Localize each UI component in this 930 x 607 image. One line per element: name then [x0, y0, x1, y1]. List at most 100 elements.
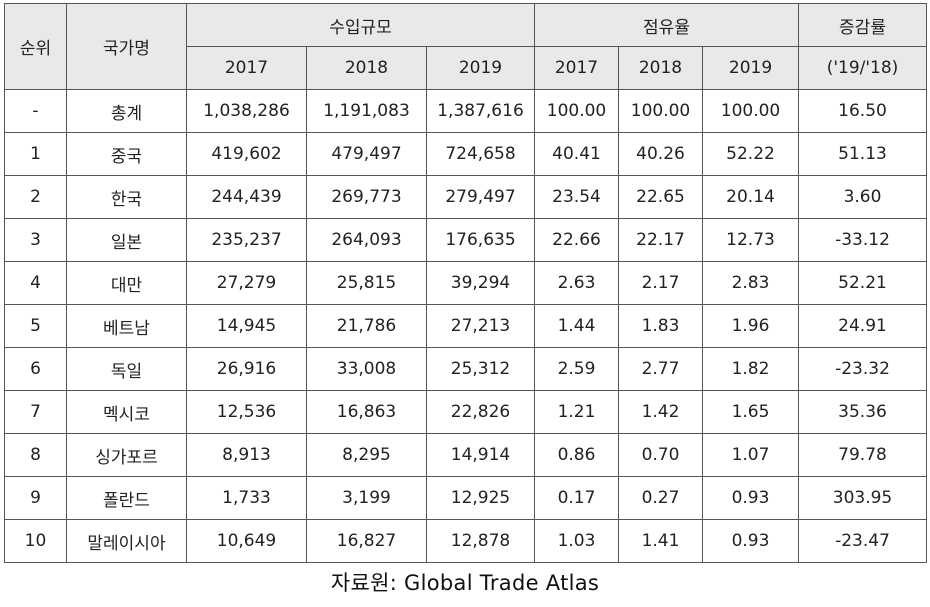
country-cell: 총계 [66, 89, 187, 133]
share-cell: 100.00 [618, 89, 703, 133]
import-cell: 264,093 [306, 218, 427, 262]
share-cell: 2.83 [701, 261, 800, 305]
table-row: 1 중국 419,602 479,497 724,658 40.41 40.26 52.22 5… [4, 132, 928, 176]
import-cell: 12,878 [426, 519, 535, 563]
country-cell: 일본 [66, 218, 187, 262]
country-cell: 한국 [66, 175, 187, 219]
share-cell: 2.59 [534, 347, 619, 391]
country-cell: 중국 [66, 132, 187, 176]
table-row: 4 대만 27,279 25,815 39,294 2.63 2.17 2.83 52.21 [4, 261, 928, 305]
rank-cell: 1 [4, 132, 67, 176]
import-cell: 8,913 [186, 433, 307, 477]
share-cell: 1.21 [534, 390, 619, 434]
header-share-year: 2019 [701, 46, 800, 90]
change-cell: -23.32 [798, 347, 928, 391]
header-change-period: ('19/'18) [798, 46, 928, 90]
import-cell: 14,945 [186, 304, 307, 348]
import-cell: 27,213 [426, 304, 535, 348]
change-cell: 79.78 [798, 433, 928, 477]
country-cell: 대만 [66, 261, 187, 305]
table-row: 10 말레이시아 10,649 16,827 12,878 1.03 1.41 0.93 -23… [4, 519, 928, 563]
header-share-year: 2017 [534, 46, 619, 90]
source-note: 자료원: Global Trade Atlas [330, 571, 600, 595]
share-cell: 1.41 [618, 519, 703, 563]
share-cell: 100.00 [701, 89, 800, 133]
import-cell: 1,038,286 [186, 89, 307, 133]
import-share-table: 순위 국가명 수입규모 점유율 증감률 2017 2018 2019 2017 … [4, 3, 928, 563]
share-cell: 40.41 [534, 132, 619, 176]
share-cell: 0.27 [618, 476, 703, 520]
rank-cell: 9 [4, 476, 67, 520]
share-cell: 1.82 [701, 347, 800, 391]
share-cell: 12.73 [701, 218, 800, 262]
share-cell: 2.17 [618, 261, 703, 305]
import-cell: 419,602 [186, 132, 307, 176]
rank-cell: 6 [4, 347, 67, 391]
table-row: 5 베트남 14,945 21,786 27,213 1.44 1.83 1.96 24.91 [4, 304, 928, 348]
import-cell: 33,008 [306, 347, 427, 391]
change-cell: 303.95 [798, 476, 928, 520]
share-cell: 1.96 [701, 304, 800, 348]
change-cell: -33.12 [798, 218, 928, 262]
header-import-year: 2018 [306, 46, 427, 90]
share-cell: 20.14 [701, 175, 800, 219]
header-share-year: 2018 [618, 46, 703, 90]
import-cell: 27,279 [186, 261, 307, 305]
country-cell: 멕시코 [66, 390, 187, 434]
share-cell: 52.22 [701, 132, 800, 176]
country-cell: 싱가포르 [66, 433, 187, 477]
share-cell: 22.66 [534, 218, 619, 262]
import-cell: 235,237 [186, 218, 307, 262]
import-cell: 16,827 [306, 519, 427, 563]
rank-cell: 10 [4, 519, 67, 563]
change-cell: -23.47 [798, 519, 928, 563]
rank-cell: 4 [4, 261, 67, 305]
change-cell: 3.60 [798, 175, 928, 219]
header-share: 점유율 [533, 3, 800, 47]
rank-cell: 8 [4, 433, 67, 477]
country-cell: 독일 [66, 347, 187, 391]
share-cell: 1.83 [618, 304, 703, 348]
import-cell: 244,439 [186, 175, 307, 219]
import-cell: 22,826 [426, 390, 535, 434]
change-cell: 24.91 [798, 304, 928, 348]
share-cell: 1.42 [618, 390, 703, 434]
share-cell: 0.93 [701, 519, 800, 563]
table-row: 9 폴란드 1,733 3,199 12,925 0.17 0.27 0.93 303.95 [4, 476, 928, 520]
import-cell: 176,635 [426, 218, 535, 262]
table-row: 3 일본 235,237 264,093 176,635 22.66 22.17 12.73-… [4, 218, 928, 262]
import-cell: 14,914 [426, 433, 535, 477]
share-cell: 1.07 [701, 433, 800, 477]
share-cell: 100.00 [534, 89, 619, 133]
import-cell: 39,294 [426, 261, 535, 305]
rank-cell: 5 [4, 304, 67, 348]
import-cell: 1,191,083 [306, 89, 427, 133]
import-cell: 1,387,616 [426, 89, 535, 133]
header-import-year: 2017 [186, 46, 307, 90]
rank-cell: 2 [4, 175, 67, 219]
share-cell: 1.03 [534, 519, 619, 563]
table-row: - 총계 1,038,286 1,191,083 1,387,616 100.00 100.… [4, 89, 928, 133]
country-cell: 폴란드 [66, 476, 187, 520]
change-cell: 35.36 [798, 390, 928, 434]
header-country: 국가명 [66, 3, 187, 90]
import-cell: 10,649 [186, 519, 307, 563]
import-cell: 12,536 [186, 390, 307, 434]
import-cell: 479,497 [306, 132, 427, 176]
share-cell: 0.70 [618, 433, 703, 477]
share-cell: 0.86 [534, 433, 619, 477]
import-cell: 3,199 [306, 476, 427, 520]
import-cell: 21,786 [306, 304, 427, 348]
table-row: 7 멕시코 12,536 16,863 22,826 1.21 1.42 1.65 35.36 [4, 390, 928, 434]
share-cell: 40.26 [618, 132, 703, 176]
import-cell: 25,312 [426, 347, 535, 391]
table-row: 8 싱가포르 8,913 8,295 14,914 0.86 0.70 1.07 79.78 [4, 433, 928, 477]
table-row: 6 독일 26,916 33,008 25,312 2.59 2.77 1.82 -23.32 [4, 347, 928, 391]
import-cell: 16,863 [306, 390, 427, 434]
country-cell: 베트남 [66, 304, 187, 348]
header-import-year: 2019 [426, 46, 535, 90]
header-change: 증감률 [798, 3, 928, 47]
rank-cell: 3 [4, 218, 67, 262]
import-cell: 26,916 [186, 347, 307, 391]
import-cell: 25,815 [306, 261, 427, 305]
